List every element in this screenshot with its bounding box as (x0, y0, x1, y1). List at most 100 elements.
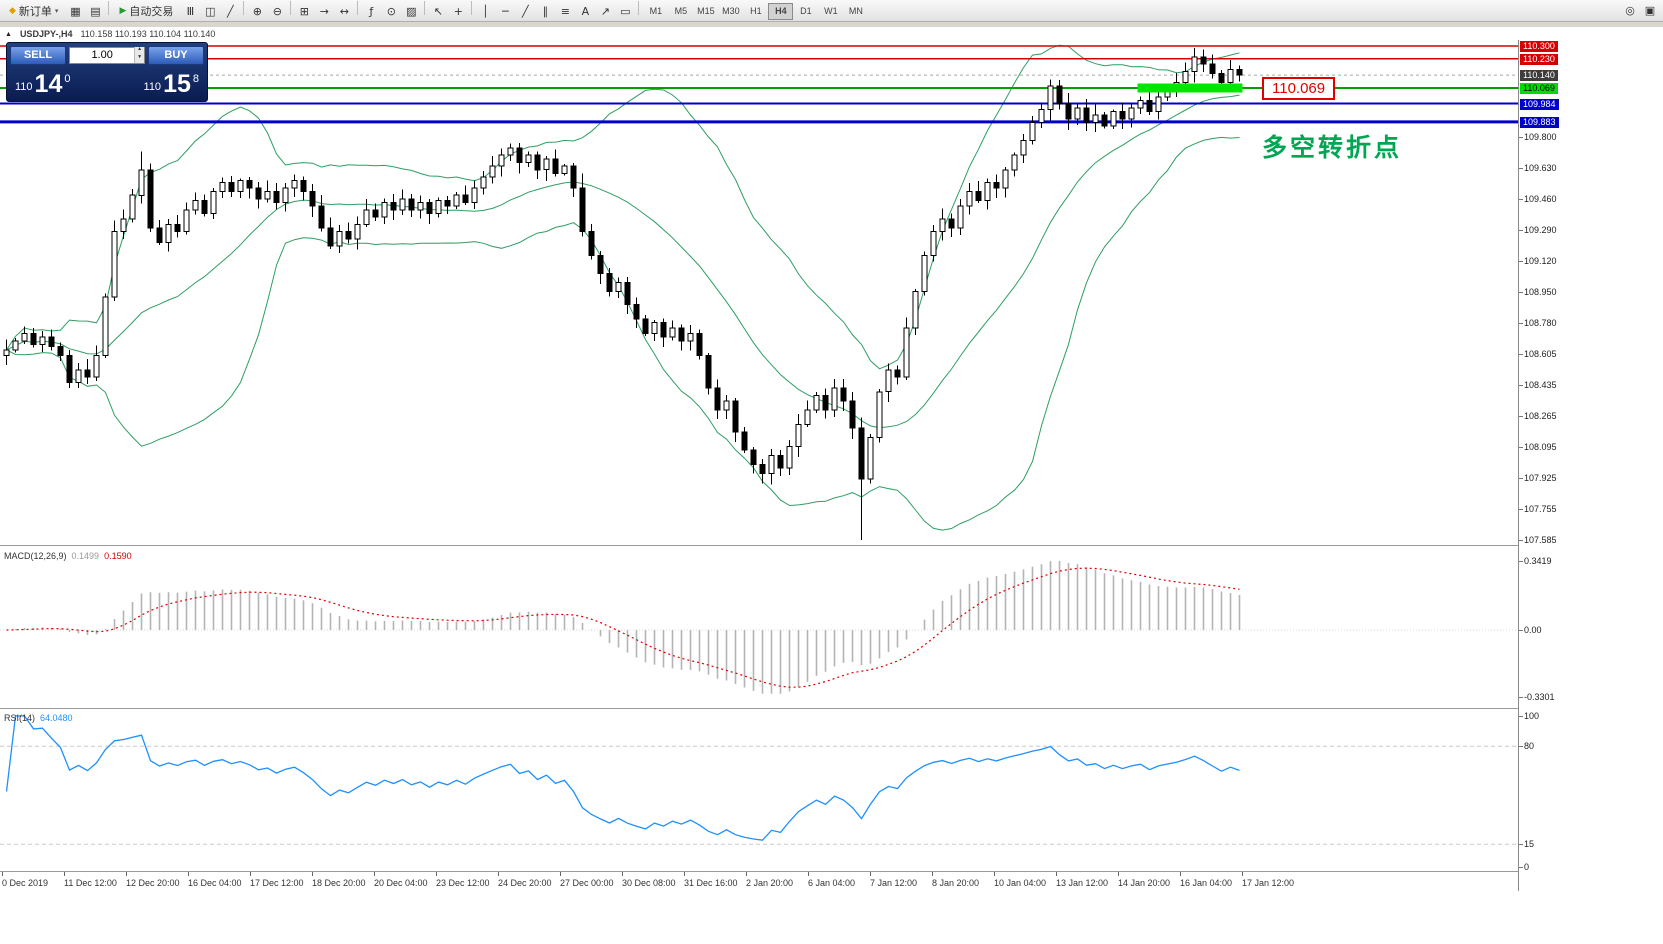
vertical-line-icon[interactable]: │ (475, 2, 495, 20)
timeframe-button-M5[interactable]: M5 (668, 3, 693, 20)
trade-panel-controls: SELL ▲ ▼ BUY (7, 43, 207, 67)
line-chart-icon[interactable]: ╱ (220, 2, 240, 20)
toolbar-separator (108, 0, 110, 15)
price-level-label: 110.230 (1520, 54, 1558, 65)
chart-window-icon[interactable]: ▦ (65, 2, 85, 20)
new-order-button[interactable]: ◆ 新订单 ▾ (3, 2, 64, 20)
indicators-icon[interactable]: ƒ (361, 2, 381, 20)
macd-chart[interactable] (0, 548, 1518, 708)
channel-icon[interactable]: ∥ (535, 2, 555, 20)
time-axis-tick (684, 872, 685, 876)
time-axis-label: 0 Dec 2019 (2, 878, 49, 888)
panel-separator[interactable] (0, 708, 1663, 709)
volume-input[interactable] (70, 49, 135, 61)
time-axis-tick (1118, 872, 1119, 876)
timeframe-button-M1[interactable]: M1 (643, 3, 668, 20)
zoom-out-icon[interactable]: ⊖ (267, 2, 287, 20)
templates-icon[interactable]: ▨ (401, 2, 421, 20)
price-axis-label: 108.095 (1519, 442, 1557, 452)
bid-big-digits: 14 (34, 69, 63, 98)
time-axis-tick (64, 872, 65, 876)
cursor-icon[interactable]: ↖ (428, 2, 448, 20)
one-click-trading-panel: SELL ▲ ▼ BUY 110 14 0 110 15 8 (6, 42, 208, 102)
price-level-label: 110.300 (1520, 41, 1558, 52)
rsi-axis-label: 0 (1518, 862, 1530, 872)
crosshair-icon[interactable]: + (448, 2, 468, 20)
auto-trading-label: 自动交易 (129, 4, 174, 18)
time-axis-tick (498, 872, 499, 876)
candlestick-chart-icon[interactable]: ◫ (200, 2, 220, 20)
auto-scroll-icon[interactable]: → (314, 2, 334, 20)
timeframe-button-M15[interactable]: M15 (693, 3, 718, 20)
price-axis-label: 108.265 (1519, 411, 1557, 421)
main-toolbar: ◆ 新订单 ▾ ▦ ▤ ▶ 自动交易 Ⅲ ◫ ╱ ⊕ ⊖ ⊞ → ↔ ƒ ⊙ ▨ ↖ + │ ─ ╱ ∥ ≡ A ↗ ▭ … (0, 0, 1663, 22)
timeframe-button-D1[interactable]: D1 (793, 3, 818, 20)
macd-axis-label: 0.00 (1519, 625, 1542, 635)
time-axis-tick (932, 872, 933, 876)
volume-up-button[interactable]: ▲ (135, 47, 144, 55)
zoom-in-icon[interactable]: ⊕ (247, 2, 267, 20)
time-axis-label: 31 Dec 16:00 (684, 878, 738, 888)
price-callout-label: 110.069 (1262, 77, 1336, 100)
profiles-icon[interactable]: ▤ (85, 2, 105, 20)
bar-chart-icon[interactable]: Ⅲ (180, 2, 200, 20)
macd-label: MACD(12,26,9) 0.1499 0.1590 (4, 551, 132, 561)
sell-button[interactable]: SELL (10, 45, 66, 65)
arrow-tool-icon[interactable]: ↗ (595, 2, 615, 20)
collapse-triangle-icon[interactable]: ▲ (5, 30, 12, 38)
shapes-icon[interactable]: ▭ (615, 2, 635, 20)
timeframe-button-W1[interactable]: W1 (818, 3, 843, 20)
timeframe-button-MN[interactable]: MN (843, 3, 868, 20)
price-axis[interactable]: 109.800 109.630 109.460 109.290 109.120 108.9… (1518, 40, 1663, 891)
chart-shift-icon[interactable]: ↔ (334, 2, 354, 20)
time-axis-tick (374, 872, 375, 876)
time-axis-label: 10 Jan 04:00 (994, 878, 1047, 888)
toolbar-separator (290, 0, 292, 15)
toolbar-separator (638, 0, 640, 15)
time-axis-label: 16 Dec 04:00 (188, 878, 242, 888)
timeframe-button-H1[interactable]: H1 (743, 3, 768, 20)
rsi-chart[interactable] (0, 710, 1518, 871)
volume-spinner: ▲ ▼ (134, 47, 144, 63)
time-axis-label: 13 Jan 12:00 (1056, 878, 1109, 888)
toolbar-separator (357, 0, 359, 15)
auto-trading-button[interactable]: ▶ 自动交易 (113, 2, 179, 20)
time-axis-label: 23 Dec 12:00 (436, 878, 490, 888)
timeframe-button-H4[interactable]: H4 (768, 2, 794, 20)
text-label-icon[interactable]: A (575, 2, 595, 20)
trendline-icon[interactable]: ╱ (515, 2, 535, 20)
panel-separator[interactable] (0, 545, 1663, 546)
bid-prefix: 110 (15, 80, 33, 93)
search-icon[interactable]: ◎ (1620, 2, 1640, 20)
toolbar-separator (471, 0, 473, 15)
time-axis[interactable]: 0 Dec 2019 11 Dec 12:00 12 Dec 20:00 16 Dec… (0, 872, 1663, 891)
chart-ohlc-values: 110.158 110.193 110.104 110.140 (80, 29, 216, 39)
price-chart[interactable] (0, 40, 1518, 545)
time-axis-label: 12 Dec 20:00 (126, 878, 180, 888)
chevron-down-icon: ▾ (54, 6, 59, 15)
periods-icon[interactable]: ⊙ (381, 2, 401, 20)
price-axis-label: 109.120 (1519, 256, 1557, 266)
chart-annotation-text: 多空转折点 (1262, 133, 1403, 162)
time-axis-tick (1180, 872, 1181, 876)
data-window-icon[interactable]: ▣ (1640, 2, 1660, 20)
bid-price: 110 14 0 (15, 69, 71, 98)
buy-button[interactable]: BUY (148, 45, 204, 65)
time-axis-tick (622, 872, 623, 876)
tile-windows-icon[interactable]: ⊞ (294, 2, 314, 20)
horizontal-line-icon[interactable]: ─ (495, 2, 515, 20)
bid-pip-digit: 0 (64, 72, 71, 85)
price-axis-label: 108.605 (1519, 349, 1557, 359)
timeframe-button-M30[interactable]: M30 (718, 3, 743, 20)
time-axis-label: 18 Dec 20:00 (312, 878, 366, 888)
volume-down-button[interactable]: ▼ (135, 55, 144, 63)
price-level-label: 110.069 (1520, 83, 1558, 94)
time-axis-tick (1056, 872, 1057, 876)
time-axis-label: 17 Jan 12:00 (1242, 878, 1295, 888)
fibonacci-icon[interactable]: ≡ (555, 2, 575, 20)
time-axis-label: 30 Dec 08:00 (622, 878, 676, 888)
time-axis-label: 27 Dec 00:00 (560, 878, 614, 888)
ask-price: 110 15 8 (143, 71, 199, 97)
toolbar-group-tools: Ⅲ ◫ ╱ ⊕ ⊖ ⊞ → ↔ ƒ ⊙ ▨ ↖ + │ ─ ╱ ∥ ≡ A ↗ ▭ (180, 0, 642, 21)
ask-prefix: 110 (143, 80, 162, 93)
